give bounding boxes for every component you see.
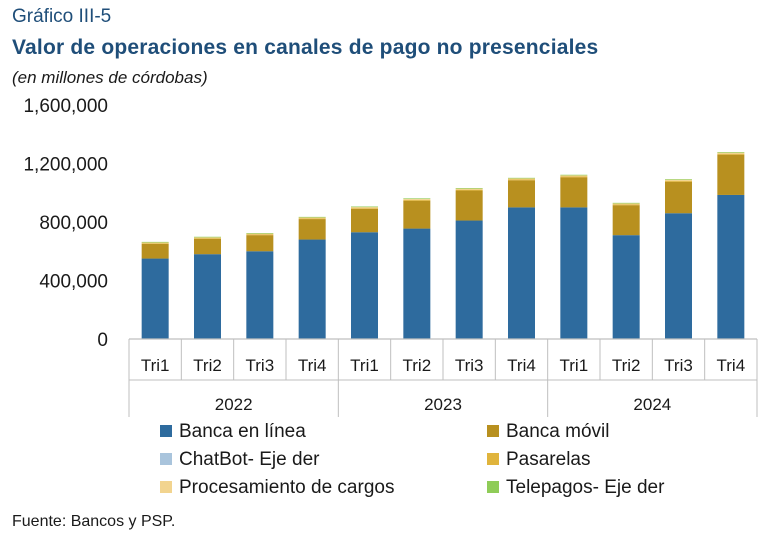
bar-segment [455,190,483,221]
bar-segment [560,176,588,178]
bar-segment [194,237,221,239]
bar-segment [298,217,326,219]
bar-segment [194,236,221,238]
bar-segment [351,208,378,209]
bar-segment [508,207,535,339]
legend-swatch [160,481,172,493]
bar-segment [403,198,431,200]
bar-segment [717,153,745,155]
legend-label: ChatBot- Eje der [179,449,320,470]
x-tick-label: Tri2 [193,356,222,375]
bar-segment [612,204,640,206]
bar-segment [246,233,274,235]
bar-segment [403,228,431,339]
bar-segment [560,177,588,208]
legend-label: Banca en línea [179,421,306,442]
bar-segment [560,174,588,176]
x-tick-label: Tri1 [141,356,170,375]
bar-segment [717,154,745,195]
legend-label: Procesamiento de cargos [179,477,394,498]
y-tick-label: 1,200,000 [23,155,108,176]
bar-segment [298,216,326,218]
x-tick-label: Tri3 [455,356,484,375]
bar-segment [246,234,274,236]
bar-segment [665,181,692,214]
bar-segment [403,200,431,229]
bar-segment [351,206,378,208]
bar-segment [612,203,640,205]
bar-segment [612,235,640,339]
bar-segment [665,179,692,181]
bar-segment [351,208,378,233]
bar-segment [717,152,745,154]
bar-segment [665,213,692,339]
legend-swatch [487,453,499,465]
legend-swatch [487,481,499,493]
legend-label: Pasarelas [506,449,591,470]
bar-segment [508,178,535,180]
bar-segment [455,188,483,190]
bar-segment [351,232,378,339]
bar-segment [298,239,326,339]
bar-segment [351,206,378,209]
bar-segment [298,219,326,240]
x-tick-label: Tri4 [507,356,536,375]
y-tick-label: 400,000 [39,272,108,293]
legend-swatch [160,453,172,465]
bar-segment [508,180,535,208]
bar-segment [717,152,745,153]
legend-swatch [160,425,172,437]
bar-segment [141,243,169,259]
bar-segment [246,251,274,339]
x-tick-label: Tri3 [664,356,693,375]
y-tick-label: 800,000 [39,213,108,234]
y-tick-label: 0 [97,330,108,351]
group-label: 2024 [633,395,671,414]
bar-segment [455,188,483,189]
x-tick-label: Tri1 [560,356,589,375]
legend-label: Banca móvil [506,421,610,442]
group-label: 2023 [424,395,462,414]
bar-segment [403,199,431,201]
stacked-bar-chart: 0 400,000 800,000 1,200,000 1,600,000 Tri1 Tri… [23,96,758,498]
bar-segment [141,241,169,243]
bar-segment [560,175,588,177]
x-tick-label: Tri1 [350,356,379,375]
source-note: Fuente: Bancos y PSP. [12,513,176,530]
figure-number: Gráfico III-5 [12,6,112,27]
x-tick-label: Tri2 [403,356,432,375]
bar-segment [141,242,169,244]
bar-segment [246,235,274,252]
bar-segment [455,220,483,339]
bar-segment [194,254,221,339]
bar-segment [717,194,745,339]
x-tick-label: Tri4 [298,356,327,375]
group-label: 2022 [215,395,253,414]
chart-subtitle: (en millones de córdobas) [12,68,208,87]
bar-segment [560,207,588,339]
bar-segment [298,218,326,220]
bar-segment [141,258,169,339]
bar-segment [246,233,274,234]
bar-segment [612,202,640,204]
x-tick-label: Tri3 [246,356,275,375]
y-tick-label: 1,600,000 [23,96,108,117]
bar-segment [141,243,169,244]
bar-segment [665,180,692,182]
bar-segment [612,205,640,236]
legend-swatch [487,425,499,437]
chart-title: Valor de operaciones en canales de pago … [12,36,599,59]
bar-segment [455,189,483,191]
legend-label: Telepagos- Eje der [506,477,665,498]
bar-segment [508,179,535,181]
bar-segment [403,198,431,199]
bar-segment [194,238,221,239]
x-tick-label: Tri4 [717,356,746,375]
x-tick-label: Tri2 [612,356,641,375]
bar-segment [665,179,692,180]
bar-segment [508,177,535,179]
bar-segment [194,238,221,255]
